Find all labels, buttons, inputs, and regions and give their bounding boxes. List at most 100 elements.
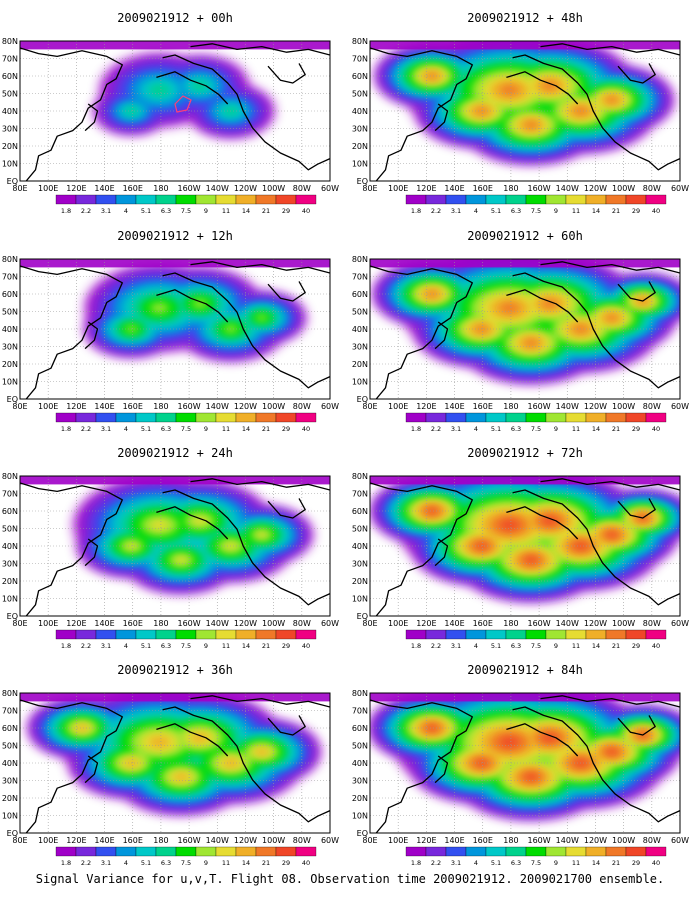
colorbar-swatch bbox=[485, 194, 507, 205]
lat-tick-label: 20N bbox=[2, 794, 18, 803]
colorbar-label: 1.8 bbox=[411, 859, 421, 867]
lat-tick-label: 30N bbox=[352, 125, 368, 134]
colorbar-swatch bbox=[275, 629, 297, 640]
lon-tick-label: 180 bbox=[503, 184, 518, 193]
colorbar-label: 21 bbox=[612, 207, 620, 215]
forecast-panel: 2009021912 + 00h 80N 70N 60N 50N 40N 30N 20N 10N… bbox=[2, 11, 339, 215]
colorbar-label: 11 bbox=[572, 425, 580, 433]
lon-tick-label: 80W bbox=[293, 402, 311, 411]
colorbar-label: 21 bbox=[612, 642, 620, 650]
lon-tick-label: 100E bbox=[388, 402, 408, 411]
colorbar-label: 1.8 bbox=[411, 425, 421, 433]
lat-tick-label: 20N bbox=[352, 360, 368, 369]
lon-tick-label: 120W bbox=[584, 402, 607, 411]
colorbar-label: 7.5 bbox=[531, 425, 541, 433]
lon-tick-label: 80W bbox=[643, 836, 661, 845]
colorbar-label: 29 bbox=[282, 859, 290, 867]
lon-tick-label: 60W bbox=[671, 619, 689, 628]
forecast-panel: 2009021912 + 12h 80N 70N 60N 50N 40N 30N 20N 10N… bbox=[2, 229, 339, 433]
lat-tick-label: 10N bbox=[352, 160, 368, 169]
colorbar-swatch bbox=[565, 629, 587, 640]
colorbar-label: 4 bbox=[474, 859, 478, 867]
lat-tick-label: 80N bbox=[352, 255, 368, 264]
lon-tick-label: 80E bbox=[362, 619, 377, 628]
lat-tick-label: 30N bbox=[352, 560, 368, 569]
colorbar-label: 9 bbox=[554, 642, 558, 650]
colorbar-swatch bbox=[115, 846, 137, 857]
colorbar-swatch bbox=[405, 846, 427, 857]
lon-tick-label: 160W bbox=[177, 184, 200, 193]
lon-tick-label: 140W bbox=[556, 836, 579, 845]
lon-tick-label: 120W bbox=[234, 836, 257, 845]
lat-tick-label: 20N bbox=[2, 142, 18, 151]
colorbar-swatch bbox=[465, 412, 487, 423]
lat-tick-label: 80N bbox=[2, 472, 18, 481]
forecast-panel: 2009021912 + 60h 80N 70N 60N 50N 40N 30N 20N 10N… bbox=[352, 229, 689, 433]
map-frame bbox=[369, 40, 681, 182]
lon-tick-label: 80E bbox=[362, 402, 377, 411]
colorbar-swatch bbox=[55, 629, 77, 640]
lon-tick-label: 100W bbox=[612, 619, 635, 628]
lat-tick-label: 10N bbox=[2, 378, 18, 387]
lon-tick-label: 120W bbox=[584, 184, 607, 193]
lon-tick-label: 160E bbox=[473, 184, 493, 193]
colorbar-swatch bbox=[625, 846, 647, 857]
colorbar-swatch bbox=[115, 629, 137, 640]
lon-tick-label: 100E bbox=[38, 184, 58, 193]
colorbar-swatch bbox=[605, 629, 627, 640]
lon-tick-label: 120E bbox=[66, 184, 86, 193]
colorbar-swatch bbox=[255, 412, 277, 423]
lat-tick-label: 40N bbox=[2, 759, 18, 768]
colorbar-swatch bbox=[195, 846, 217, 857]
colorbar-label: 9 bbox=[554, 207, 558, 215]
colorbar-swatch bbox=[155, 846, 177, 857]
colorbar-label: 9 bbox=[204, 207, 208, 215]
map-frame bbox=[19, 258, 331, 400]
colorbar-label: 14 bbox=[592, 859, 600, 867]
colorbar-swatch bbox=[545, 629, 567, 640]
colorbar-label: 3.1 bbox=[101, 859, 111, 867]
lat-tick-label: 40N bbox=[352, 542, 368, 551]
lon-tick-label: 180 bbox=[503, 619, 518, 628]
lat-tick-label: 20N bbox=[352, 142, 368, 151]
lon-tick-label: 60W bbox=[671, 836, 689, 845]
lon-tick-label: 140E bbox=[94, 836, 114, 845]
lat-tick-label: 50N bbox=[352, 90, 368, 99]
variance-field bbox=[20, 259, 330, 361]
colorbar-label: 40 bbox=[302, 859, 310, 867]
forecast-panel: 2009021912 + 72h 80N 70N 60N 50N 40N 30N 20N 10N… bbox=[352, 446, 689, 650]
colorbar-label: 3.1 bbox=[451, 207, 461, 215]
lat-tick-label: 30N bbox=[2, 777, 18, 786]
lat-tick-label: 60N bbox=[352, 724, 368, 733]
lon-tick-label: 160W bbox=[527, 184, 550, 193]
map-frame bbox=[19, 475, 331, 617]
colorbar-swatch bbox=[505, 846, 527, 857]
colorbar-label: 40 bbox=[302, 642, 310, 650]
lat-tick-label: 40N bbox=[352, 325, 368, 334]
lon-tick-label: 100E bbox=[388, 836, 408, 845]
map-frame bbox=[19, 692, 331, 834]
colorbar-label: 11 bbox=[572, 207, 580, 215]
lat-tick-label: 60N bbox=[2, 290, 18, 299]
colorbar-swatch bbox=[275, 846, 297, 857]
colorbar-label: 5.1 bbox=[491, 642, 501, 650]
lon-tick-label: 180 bbox=[153, 402, 168, 411]
colorbar-label: 7.5 bbox=[531, 207, 541, 215]
figure-caption: Signal Variance for u,v,T. Flight 08. Ob… bbox=[35, 872, 665, 886]
colorbar-label: 6.3 bbox=[511, 642, 521, 650]
map-frame bbox=[19, 40, 331, 182]
coastlines bbox=[20, 43, 330, 181]
colorbar-swatch bbox=[485, 629, 507, 640]
colorbar-label: 5.1 bbox=[141, 425, 151, 433]
lat-tick-label: 40N bbox=[2, 542, 18, 551]
forecast-panel: 2009021912 + 24h 80N 70N 60N 50N 40N 30N 20N 10N… bbox=[2, 446, 339, 650]
lon-tick-label: 60W bbox=[671, 184, 689, 193]
lon-tick-label: 80E bbox=[12, 619, 27, 628]
lon-tick-label: 140E bbox=[444, 836, 464, 845]
colorbar-swatch bbox=[405, 412, 427, 423]
lon-tick-label: 120E bbox=[416, 619, 436, 628]
lat-tick-label: 70N bbox=[2, 490, 18, 499]
lon-tick-label: 160E bbox=[123, 184, 143, 193]
colorbar-label: 3.1 bbox=[451, 859, 461, 867]
colorbar-swatch bbox=[95, 412, 117, 423]
